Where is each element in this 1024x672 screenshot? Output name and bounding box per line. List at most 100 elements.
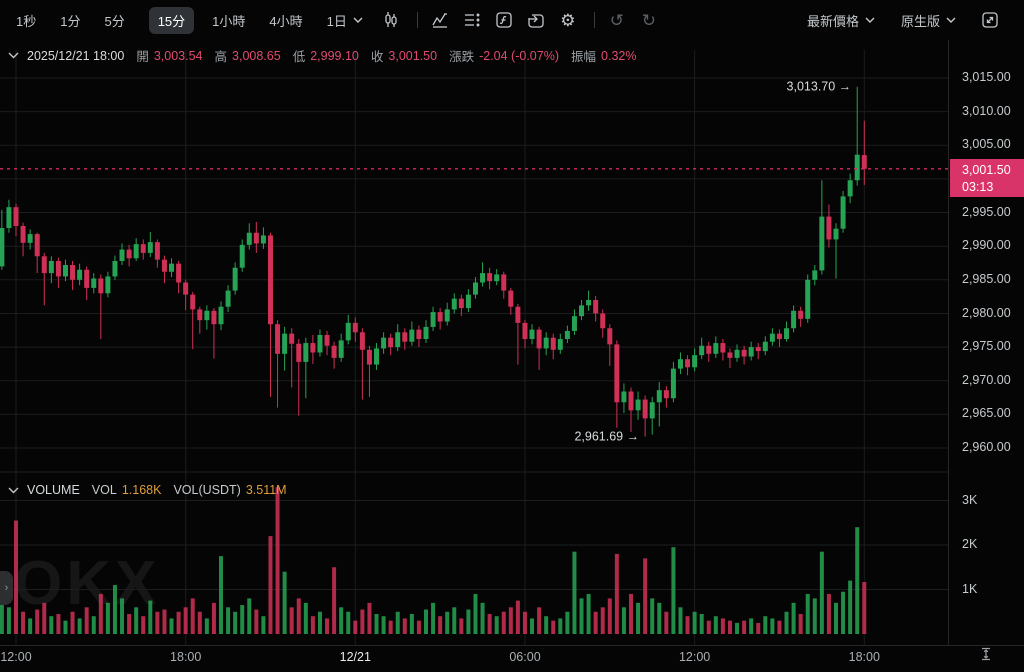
price-mode-dropdown[interactable]: 最新價格	[807, 11, 875, 30]
candle-body	[359, 332, 365, 350]
collapse-chevron-icon[interactable]	[8, 487, 19, 494]
chart-toolbar: 1秒 1分 5分 15分 1小時 4小時 1日	[0, 0, 1024, 40]
high-label: 高	[214, 50, 228, 64]
last-price-badge: 3,001.50 03:13	[950, 158, 1024, 197]
change-value: -2.04 (-0.07%)	[479, 48, 559, 63]
candle-body	[557, 339, 563, 350]
volume-bar	[572, 551, 577, 635]
candle-body	[55, 260, 61, 277]
vol-label: VOL	[91, 483, 117, 497]
candle-body	[409, 329, 415, 342]
price-mode-label: 最新價格	[806, 13, 859, 29]
fullscreen-icon[interactable]	[976, 6, 1004, 34]
volume-bar	[346, 611, 351, 634]
undo-icon[interactable]: ↺	[609, 10, 624, 30]
volume-bar	[169, 618, 174, 634]
timeframe-15m-selected[interactable]: 15分	[148, 6, 195, 34]
volume-bar	[6, 607, 11, 634]
low-annotation: 2,961.69 →	[574, 430, 639, 444]
candle-body	[282, 333, 288, 354]
volume-bar	[275, 487, 280, 634]
volume-bar	[537, 607, 542, 634]
volume-bar	[621, 607, 626, 634]
amplitude-label: 振幅	[571, 50, 597, 64]
candle-body	[494, 274, 500, 282]
volume-bar	[544, 616, 549, 634]
settings-gear-icon[interactable]: ⚙	[560, 10, 576, 30]
interval-dropdown-label: 1日	[326, 13, 347, 29]
volume-bar	[42, 602, 47, 634]
timeframe-1h[interactable]: 1小時	[212, 13, 246, 29]
interval-dropdown[interactable]: 1日	[327, 11, 363, 30]
time-axis-label: 18:00	[170, 650, 202, 664]
volume-bar	[685, 616, 690, 634]
panel-expand-handle[interactable]: ›	[0, 571, 13, 605]
candle-body	[140, 244, 146, 253]
candle-body	[317, 334, 323, 353]
volume-bar	[381, 616, 386, 634]
candle-body	[748, 347, 754, 357]
candle-body	[607, 328, 613, 345]
volume-bar	[353, 620, 358, 634]
candle-body	[260, 235, 266, 244]
volume-bar	[141, 616, 146, 634]
volume-bar	[487, 613, 492, 635]
volume-bar	[522, 611, 527, 634]
change-label: 漲跌	[449, 50, 475, 64]
open-value: 3,003.54	[153, 48, 203, 63]
indicators-icon[interactable]	[426, 6, 454, 34]
price-axis[interactable]: 3,001.50 03:13 3,015.00 3,010.00 3,005.00 2…	[948, 40, 1024, 645]
timeframe-1s[interactable]: 1秒	[16, 13, 37, 29]
candle-body	[119, 249, 125, 261]
candle-body	[727, 352, 733, 358]
volume-bar	[805, 593, 810, 634]
redo-icon[interactable]: ↻	[641, 10, 656, 30]
formula-icon[interactable]	[490, 6, 518, 34]
candle-body	[147, 242, 153, 253]
volume-bar	[176, 611, 181, 634]
candle-body	[275, 324, 281, 354]
volume-bar	[63, 620, 68, 634]
price-axis-label: 3,005.00	[962, 137, 1011, 152]
candle-body	[161, 259, 167, 272]
axis-scale-icon[interactable]	[979, 647, 993, 666]
volume-bar	[692, 611, 697, 634]
replay-icon[interactable]	[522, 6, 550, 34]
volume-bar	[332, 567, 337, 634]
volume-bar	[438, 616, 443, 634]
timeframe-1m[interactable]: 1分	[60, 13, 81, 29]
volume-bar	[395, 611, 400, 634]
candle-body	[105, 276, 111, 294]
candle-body	[769, 333, 775, 342]
volume-bar	[629, 593, 633, 634]
volume-bar	[56, 613, 61, 635]
volume-bar	[565, 611, 570, 634]
volume-bar	[614, 553, 619, 634]
candle-body	[543, 337, 549, 349]
volume-bar	[282, 571, 287, 634]
candle-body	[267, 235, 273, 325]
candlestick-chart[interactable]: 3,013.70 → 2,961.69 →	[0, 40, 948, 648]
candle-body	[621, 391, 627, 403]
candle-body	[670, 368, 676, 399]
candle-body	[458, 298, 464, 309]
candle-body	[741, 349, 747, 357]
collapse-chevron-icon[interactable]	[8, 52, 19, 59]
volume-bar	[678, 607, 683, 634]
low-value: 2,999.10	[310, 48, 359, 63]
candle-body	[20, 226, 26, 243]
time-axis-label: 12:00	[678, 650, 711, 664]
volume-bar	[480, 602, 485, 634]
volume-bar	[650, 598, 655, 634]
legend-list-icon[interactable]	[458, 6, 486, 34]
candlestick-style-icon[interactable]	[377, 6, 405, 34]
version-dropdown[interactable]: 原生版	[901, 11, 956, 30]
timeframe-4h[interactable]: 4小時	[269, 13, 303, 29]
candle-body	[239, 244, 245, 268]
price-axis-label: 2,975.00	[962, 339, 1011, 354]
volume-bar	[841, 591, 846, 634]
timeframe-5m[interactable]: 5分	[104, 13, 125, 29]
candle-body	[579, 305, 585, 317]
volume-bar	[134, 607, 139, 634]
volume-bar	[211, 602, 216, 634]
